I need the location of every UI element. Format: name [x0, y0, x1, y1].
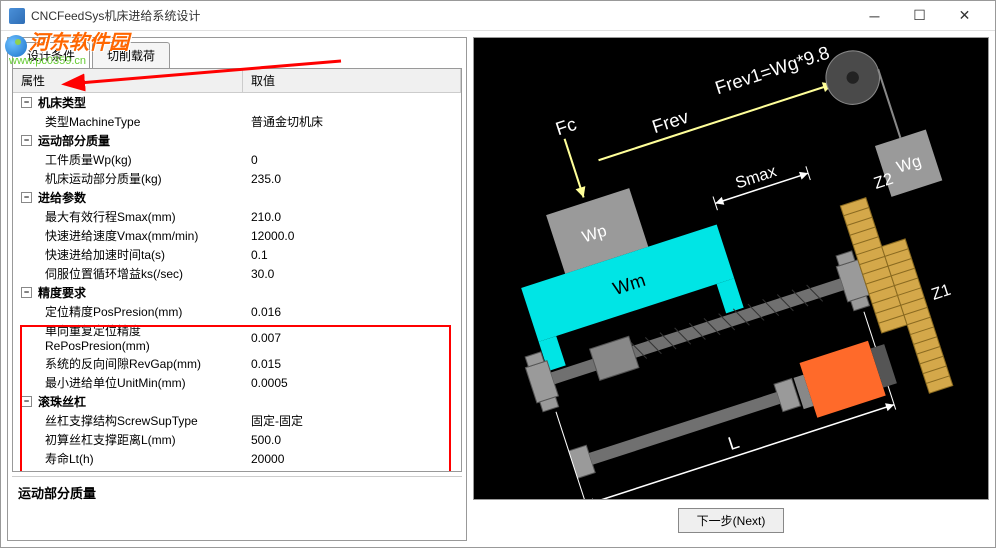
collapse-icon[interactable]: −	[21, 97, 32, 108]
left-panel: 设计条件 切削载荷 属性 取值 −机床类型类型MachineType普通金切机床…	[7, 37, 467, 541]
property-row[interactable]: 工件质量Wp(kg)0	[13, 150, 461, 169]
property-row[interactable]: 寿命Lt(h)20000	[13, 449, 461, 468]
group-row[interactable]: −滚珠丝杠	[13, 392, 461, 411]
group-row[interactable]: −运动部分质量	[13, 131, 461, 150]
maximize-button[interactable]: ☐	[897, 2, 942, 30]
collapse-icon[interactable]: −	[21, 396, 32, 407]
property-row[interactable]: 定位精度PosPresion(mm)0.016	[13, 302, 461, 321]
header-attribute: 属性	[13, 69, 243, 92]
group-row[interactable]: −进给参数	[13, 188, 461, 207]
property-row[interactable]: 系统的反向间隙RevGap(mm)0.015	[13, 354, 461, 373]
next-button[interactable]: 下一步(Next)	[678, 508, 785, 533]
property-row[interactable]: 类型MachineType普通金切机床	[13, 112, 461, 131]
svg-text:L: L	[725, 431, 741, 454]
close-button[interactable]: ✕	[942, 2, 987, 30]
property-row[interactable]: 丝杠支撑结构ScrewSupType固定-固定	[13, 411, 461, 430]
window-title: CNCFeedSys机床进给系统设计	[31, 7, 852, 24]
collapse-icon[interactable]: −	[21, 135, 32, 146]
property-row[interactable]: 单向重复定位精度RePosPresion(mm)0.007	[13, 321, 461, 354]
property-grid: 属性 取值 −机床类型类型MachineType普通金切机床−运动部分质量工件质…	[12, 68, 462, 472]
collapse-icon[interactable]: −	[21, 287, 32, 298]
property-row[interactable]: 快速进给加速时间ta(s)0.1	[13, 245, 461, 264]
tab-cutting-load[interactable]: 切削载荷	[92, 42, 170, 68]
svg-text:Z1: Z1	[929, 281, 953, 304]
property-row[interactable]: 机床运动部分质量(kg)235.0	[13, 169, 461, 188]
feed-system-diagram: Fc Frev Frev1=Wg*9.8 Wg Wp	[473, 37, 989, 500]
svg-text:Fc: Fc	[553, 113, 579, 139]
property-row[interactable]: 初算丝杠支撑距离L(mm)500.0	[13, 430, 461, 449]
group-row[interactable]: −精度要求	[13, 283, 461, 302]
minimize-button[interactable]: ─	[852, 2, 897, 30]
property-row[interactable]: 最小进给单位UnitMin(mm)0.0005	[13, 373, 461, 392]
tab-design-conditions[interactable]: 设计条件	[12, 42, 90, 68]
property-row[interactable]: 快速进给速度Vmax(mm/min)12000.0	[13, 226, 461, 245]
collapse-icon[interactable]: −	[21, 192, 32, 203]
header-value: 取值	[243, 69, 461, 92]
svg-text:Smax: Smax	[733, 162, 779, 192]
bottom-summary-label: 运动部分质量	[12, 476, 462, 536]
titlebar: CNCFeedSys机床进给系统设计 ─ ☐ ✕	[1, 1, 995, 31]
app-icon	[9, 8, 25, 24]
property-row[interactable]: 最大有效行程Smax(mm)210.0	[13, 207, 461, 226]
property-row[interactable]: 负载状况系数fw1.3	[13, 468, 461, 472]
property-row[interactable]: 伺服位置循环增益ks(/sec)30.0	[13, 264, 461, 283]
group-row[interactable]: −机床类型	[13, 93, 461, 112]
